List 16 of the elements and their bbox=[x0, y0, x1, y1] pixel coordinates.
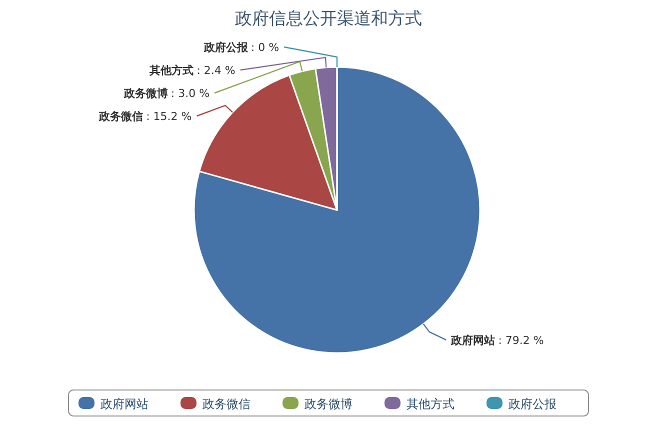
data-label: : 15.2 % bbox=[146, 110, 192, 123]
data-label: : 2.4 % bbox=[196, 64, 236, 77]
slice-label: 政府网站 bbox=[450, 334, 496, 347]
slice-label: 政务微博 bbox=[122, 87, 168, 100]
slice-label: 其他方式 bbox=[148, 64, 194, 77]
category-label: 政府公报 bbox=[204, 41, 248, 54]
legend-label: 政务微博 bbox=[304, 397, 352, 411]
legend-label: 政务微信 bbox=[202, 397, 250, 411]
legend-label: 其他方式 bbox=[406, 397, 454, 411]
data-label: : 79.2 % bbox=[498, 334, 544, 347]
chart-title: 政府信息公开渠道和方式 bbox=[235, 9, 422, 29]
legend-label: 政府网站 bbox=[100, 397, 148, 411]
text: : 0 % bbox=[250, 41, 280, 54]
slice-label: 政务微信 bbox=[98, 110, 144, 123]
legend-label: 政府公报 bbox=[508, 397, 556, 411]
data-label: : 3.0 % bbox=[170, 87, 210, 100]
